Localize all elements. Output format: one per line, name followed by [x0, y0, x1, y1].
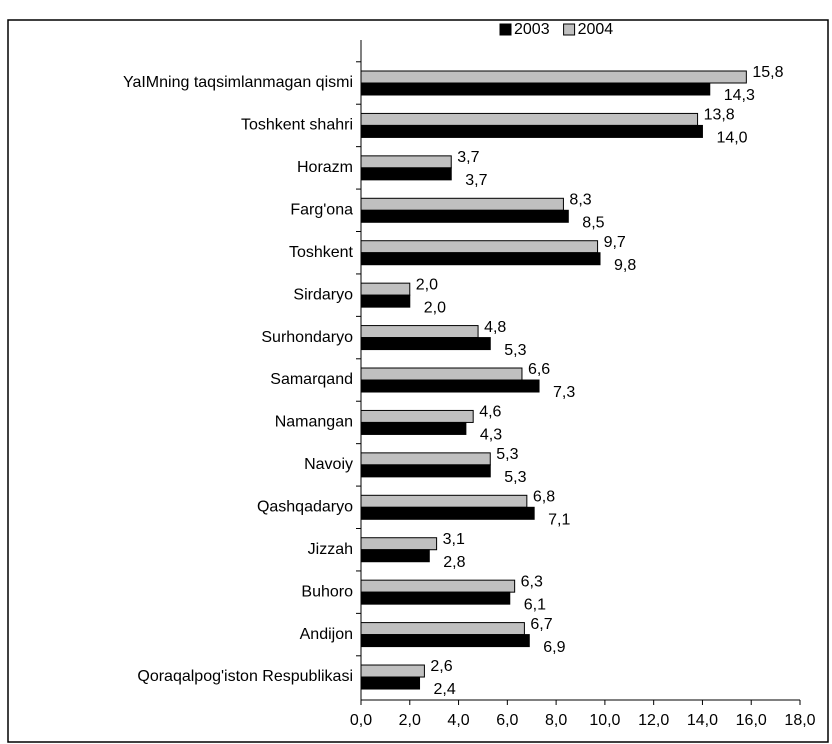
y-tick-label: Navoiy	[304, 456, 353, 473]
bar	[360, 537, 438, 551]
y-tick-label: Qoraqalpog'iston Respublikasi	[137, 668, 353, 685]
x-tick-label: 2,0	[399, 712, 421, 729]
value-label: 5,3	[504, 469, 526, 486]
bar	[360, 452, 491, 466]
y-tick-label: Toshkent shahri	[241, 117, 353, 134]
bar	[360, 506, 535, 520]
bar	[360, 82, 711, 96]
legend-swatch	[499, 23, 512, 36]
x-tick-label: 10,0	[589, 712, 620, 729]
value-label: 2,8	[443, 554, 465, 571]
y-tick-label: Andijon	[300, 626, 353, 643]
x-tick-label: 18,0	[784, 712, 815, 729]
legend-label: 2004	[578, 21, 614, 38]
bar	[360, 591, 511, 605]
value-label: 3,1	[443, 531, 465, 548]
value-label: 2,0	[416, 276, 438, 293]
value-label: 3,7	[457, 149, 479, 166]
y-tick-label: Qashqadaryo	[257, 499, 353, 516]
value-label: 5,3	[504, 342, 526, 359]
x-tick-label: 8,0	[545, 712, 567, 729]
value-label: 6,8	[533, 489, 555, 506]
bar	[360, 579, 516, 593]
value-label: 4,6	[479, 404, 501, 421]
bar	[360, 337, 491, 351]
y-tick-label: Sirdaryo	[293, 286, 353, 303]
y-tick-label: Horazm	[297, 159, 353, 176]
bar	[360, 124, 703, 138]
value-label: 13,8	[704, 107, 735, 124]
value-label: 14,3	[724, 87, 755, 104]
y-tick-label: Surhondaryo	[261, 329, 353, 346]
bar	[360, 367, 523, 381]
value-label: 15,8	[752, 64, 783, 81]
bar	[360, 197, 564, 211]
x-tick-label: 14,0	[687, 712, 718, 729]
value-label: 2,6	[430, 658, 452, 675]
bar	[360, 664, 425, 678]
value-label: 3,7	[465, 172, 487, 189]
x-tick-label: 12,0	[638, 712, 669, 729]
y-tick-label: Jizzah	[308, 541, 353, 558]
value-label: 5,3	[496, 446, 518, 463]
bar	[360, 167, 452, 181]
bar	[360, 70, 747, 84]
x-tick-label: 16,0	[736, 712, 767, 729]
bar	[360, 409, 474, 423]
x-tick-label: 6,0	[496, 712, 518, 729]
y-tick-label: Toshkent	[289, 244, 354, 261]
y-tick-label: Farg'ona	[290, 202, 353, 219]
bar	[360, 676, 421, 690]
bar	[360, 634, 530, 648]
y-tick-label: YaIMning taqsimlanmagan qismi	[123, 74, 353, 91]
value-label: 9,7	[604, 234, 626, 251]
value-label: 6,1	[524, 596, 546, 613]
y-tick-label: Buhoro	[301, 583, 353, 600]
bar	[360, 622, 525, 636]
bar	[360, 282, 411, 296]
bar	[360, 240, 599, 254]
bar	[360, 494, 528, 508]
bar	[360, 325, 479, 339]
bar	[360, 464, 491, 478]
value-label: 2,4	[434, 681, 456, 698]
value-label: 9,8	[614, 257, 636, 274]
value-label: 6,9	[543, 639, 565, 656]
bar	[360, 294, 411, 308]
bar	[360, 379, 540, 393]
value-label: 8,3	[569, 192, 591, 209]
bar	[360, 155, 452, 169]
value-label: 14,0	[716, 130, 747, 147]
y-tick-label: Samarqand	[270, 371, 353, 388]
value-label: 6,7	[530, 616, 552, 633]
value-label: 7,3	[553, 384, 575, 401]
value-label: 6,3	[521, 573, 543, 590]
legend-swatch	[563, 23, 576, 36]
bar	[360, 209, 569, 223]
y-tick-label: Namangan	[275, 414, 353, 431]
x-tick-label: 0,0	[350, 712, 372, 729]
value-label: 4,3	[480, 427, 502, 444]
value-label: 7,1	[548, 512, 570, 529]
legend-label: 2003	[514, 21, 550, 38]
bar	[360, 112, 699, 126]
bar	[360, 252, 601, 266]
value-label: 4,8	[484, 319, 506, 336]
value-label: 2,0	[424, 299, 446, 316]
x-tick-label: 4,0	[447, 712, 469, 729]
bar	[360, 421, 467, 435]
bar	[360, 549, 430, 563]
value-label: 8,5	[582, 215, 604, 232]
value-label: 6,6	[528, 361, 550, 378]
